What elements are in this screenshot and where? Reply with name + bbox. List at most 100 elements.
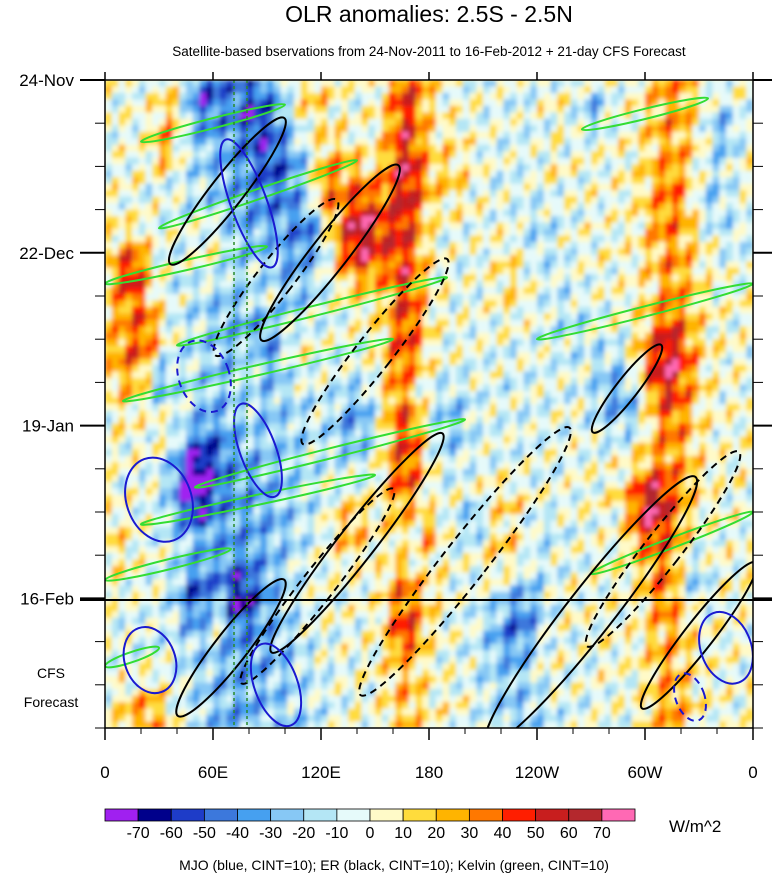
olr-cell (111, 410, 120, 418)
olr-cell (604, 157, 612, 165)
olr-cell (233, 92, 241, 101)
olr-cell (307, 235, 315, 243)
olr-cell (705, 384, 714, 392)
olr-cell (503, 170, 511, 178)
olr-cell (658, 229, 666, 237)
olr-cell (523, 267, 531, 275)
olr-cell (415, 235, 423, 243)
olr-cell (219, 131, 228, 139)
olr-cell (375, 306, 383, 314)
olr-cell (550, 131, 558, 139)
olr-cell (483, 99, 491, 107)
olr-cell (597, 293, 606, 301)
olr-cell (152, 306, 160, 314)
olr-cell (334, 144, 342, 152)
olr-cell (719, 319, 727, 327)
olr-cell (226, 235, 234, 243)
olr-cell (665, 222, 673, 230)
olr-cell (746, 209, 753, 217)
olr-cell (111, 222, 120, 230)
olr-cell (543, 138, 552, 146)
olr-cell (705, 216, 714, 224)
olr-cell (577, 105, 585, 113)
olr-cell (199, 235, 207, 243)
olr-cell (516, 332, 525, 340)
olr-cell (678, 157, 687, 165)
olr-cell (415, 410, 423, 418)
olr-cell (726, 345, 734, 353)
olr-cell (111, 209, 120, 217)
olr-cell (645, 157, 653, 165)
olr-cell (510, 287, 518, 295)
olr-cell (267, 92, 275, 101)
olr-cell (685, 190, 693, 198)
olr-cell (537, 313, 545, 321)
olr-cell (260, 410, 268, 418)
olr-cell (422, 332, 430, 340)
olr-cell (138, 209, 147, 217)
olr-cell (294, 99, 302, 107)
olr-cell (233, 144, 241, 152)
olr-cell (213, 397, 221, 405)
olr-cell (530, 177, 538, 185)
olr-cell (186, 125, 194, 133)
olr-cell (699, 131, 707, 139)
olr-cell (462, 196, 471, 204)
olr-cell (618, 125, 626, 133)
olr-cell (658, 352, 666, 360)
olr-cell (597, 248, 606, 256)
olr-cell (294, 339, 302, 347)
olr-cell (442, 261, 450, 269)
olr-cell (645, 267, 653, 275)
olr-cell (624, 125, 633, 133)
olr-cell (273, 216, 282, 224)
olr-cell (111, 242, 120, 250)
olr-cell (503, 157, 511, 165)
olr-cell (476, 235, 484, 243)
olr-cell (321, 118, 329, 126)
olr-cell (678, 222, 687, 230)
olr-cell (685, 313, 693, 321)
olr-cell (604, 274, 612, 282)
olr-cell (226, 345, 234, 353)
olr-cell (246, 80, 255, 88)
olr-cell (726, 131, 734, 139)
olr-cell (253, 138, 261, 146)
olr-cell (186, 248, 194, 256)
olr-cell (597, 222, 606, 230)
olr-cell (726, 177, 734, 185)
olr-cell (604, 151, 612, 159)
olr-cell (516, 125, 525, 133)
olr-cell (280, 293, 288, 301)
olr-cell (557, 229, 565, 237)
olr-cell (712, 157, 720, 165)
olr-cell (395, 229, 403, 237)
olr-cell (503, 306, 511, 314)
olr-cell (273, 306, 282, 314)
olr-cell (611, 300, 619, 308)
olr-cell (550, 404, 558, 412)
olr-cell (314, 138, 322, 146)
olr-cell (186, 112, 194, 120)
olr-cell (510, 125, 518, 133)
olr-cell (199, 105, 207, 113)
olr-cell (132, 80, 140, 88)
olr-cell (165, 319, 174, 327)
olr-cell (543, 190, 552, 198)
olr-cell (226, 326, 234, 334)
olr-cell (253, 216, 261, 224)
olr-cell (179, 138, 187, 146)
olr-cell (604, 365, 612, 373)
olr-cell (226, 397, 234, 405)
olr-cell (307, 157, 315, 165)
olr-cell (375, 280, 383, 288)
olr-cell (375, 352, 383, 360)
olr-cell (543, 274, 552, 282)
olr-cell (105, 190, 113, 198)
olr-cell (132, 196, 140, 204)
olr-cell (105, 339, 113, 347)
olr-cell (388, 112, 396, 120)
olr-cell (712, 313, 720, 321)
olr-cell (597, 300, 606, 308)
olr-cell (422, 144, 430, 152)
